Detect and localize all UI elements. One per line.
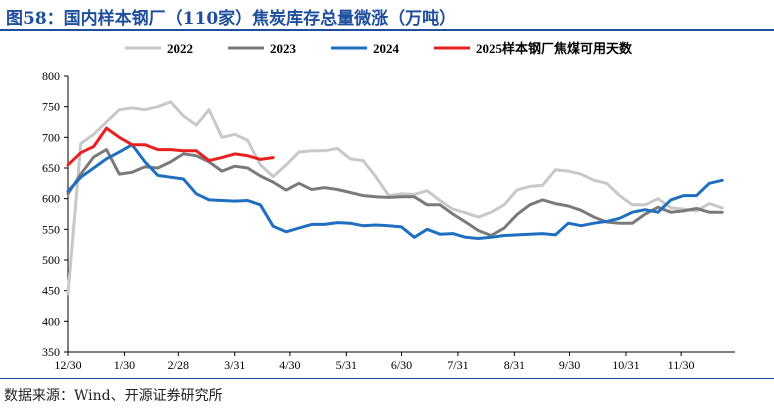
series-line-2	[66, 143, 724, 240]
y-tick-label: 400	[42, 314, 60, 328]
x-tick-label: 6/30	[391, 358, 412, 372]
y-tick-label: 600	[42, 192, 60, 206]
y-tick-label: 450	[42, 284, 60, 298]
y-tick-label: 650	[42, 161, 60, 175]
series-line-1	[66, 148, 724, 237]
x-tick-label: 8/31	[504, 358, 525, 372]
legend-label: 2023	[270, 41, 297, 56]
y-tick-label: 550	[42, 222, 60, 236]
x-tick-label: 4/30	[279, 358, 300, 372]
series-line-0	[66, 100, 724, 296]
footer-rule	[0, 378, 774, 379]
title-bar: 图58：国内样本钢厂（110家）焦炭库存总量微涨（万吨）	[0, 0, 774, 31]
y-tick-label: 500	[42, 253, 60, 267]
figure-title: 图58：国内样本钢厂（110家）焦炭库存总量微涨（万吨）	[6, 9, 457, 29]
y-tick-label: 350	[42, 345, 60, 359]
series-line-3	[66, 126, 275, 167]
y-tick-label: 750	[42, 100, 60, 114]
x-tick-label: 5/31	[336, 358, 357, 372]
line-chart: 350 400 450 500 550 600 650 700 750 800 12/30 1/30 2…	[42, 41, 735, 372]
x-tick-label: 9/30	[559, 358, 580, 372]
legend-label: 2024	[373, 41, 400, 56]
x-tick-label: 2/28	[168, 358, 189, 372]
x-tick-label: 7/31	[447, 358, 468, 372]
x-tick-label: 3/31	[224, 358, 245, 372]
x-tick-label: 11/30	[668, 358, 695, 372]
x-tick-label: 12/30	[54, 358, 81, 372]
x-tick-label: 1/30	[114, 358, 135, 372]
legend-label: 2022	[167, 41, 193, 56]
source-note: 数据来源：Wind、开源证券研究所	[4, 388, 223, 404]
y-tick-label: 800	[42, 69, 60, 83]
x-tick-label: 10/31	[612, 358, 639, 372]
title-rule	[0, 29, 774, 31]
y-tick-label: 700	[42, 130, 60, 144]
legend-label: 2025样本钢厂焦煤可用天数	[476, 41, 633, 56]
